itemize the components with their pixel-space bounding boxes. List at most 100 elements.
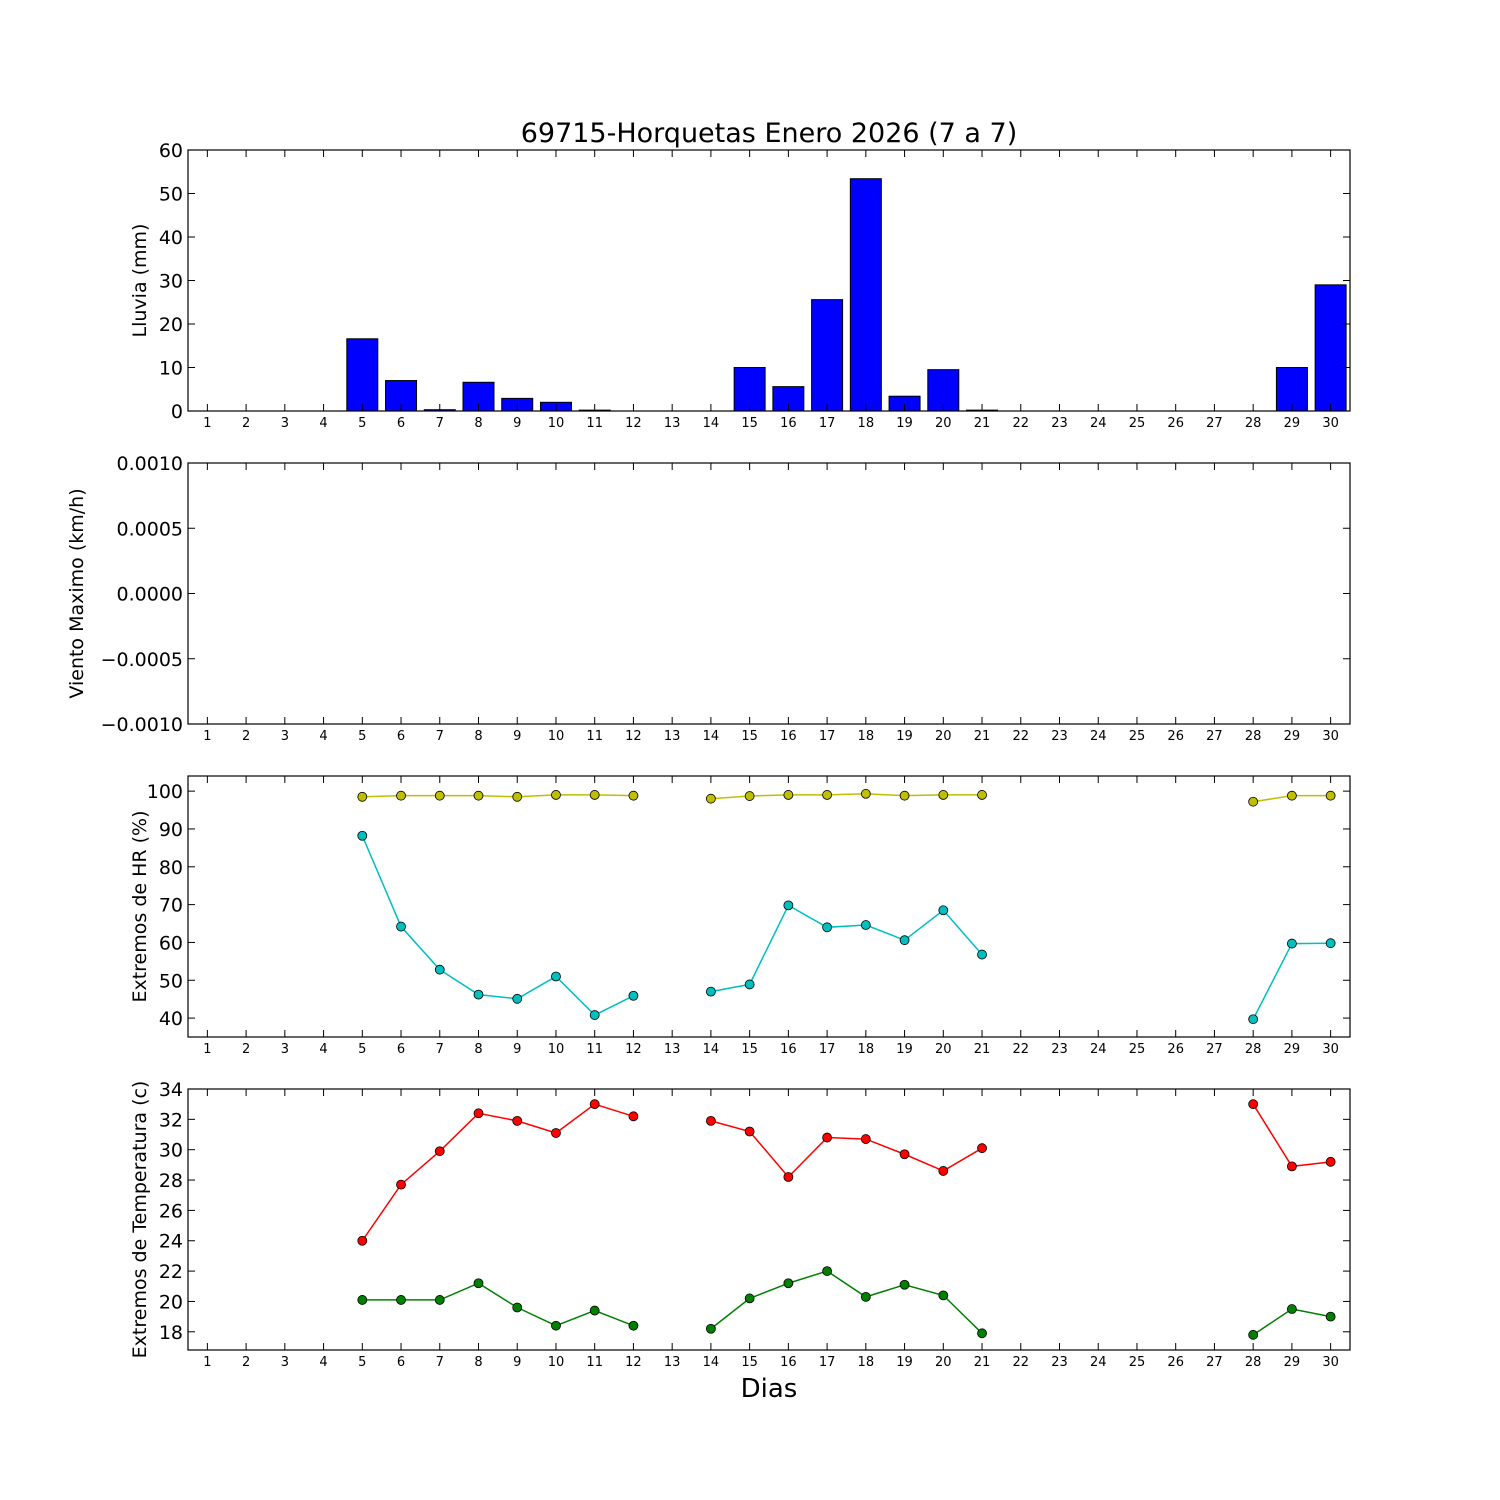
rain-bar-day-18 xyxy=(849,178,882,412)
wind-x-tick-label: 28 xyxy=(1245,729,1262,744)
temp-min-point-day-10 xyxy=(551,1320,561,1331)
wind-y-tick-label: 0.0005 xyxy=(117,518,183,540)
hr-max-point-day-30 xyxy=(1325,790,1336,801)
wind-x-tick-label: 11 xyxy=(586,729,603,744)
wind-y-tick-label: −0.0010 xyxy=(101,714,183,736)
rain-y-tick-label: 20 xyxy=(159,314,183,336)
humidity-x-tick-label: 15 xyxy=(741,1042,758,1057)
hr-min-point-day-9 xyxy=(512,993,523,1004)
humidity-x-tick-label: 4 xyxy=(319,1042,327,1057)
temperature-x-tick-label: 12 xyxy=(625,1355,642,1370)
rain-x-tick-label: 2 xyxy=(242,416,250,431)
humidity-y-tick-label: 90 xyxy=(159,819,183,841)
temperature-y-tick-label: 20 xyxy=(159,1291,183,1313)
humidity-x-tick-label: 7 xyxy=(436,1042,444,1057)
temp-min-point-day-6 xyxy=(396,1295,406,1305)
hr-min-point-day-21 xyxy=(977,949,987,960)
hr-min-point-day-15 xyxy=(744,979,755,990)
rain-x-tick-label: 15 xyxy=(741,416,758,431)
hr-max-point-day-12 xyxy=(628,790,639,801)
temp-min-line-segment-1 xyxy=(710,1270,983,1334)
temperature-x-tick-label: 18 xyxy=(858,1355,875,1370)
humidity-x-tick-label: 23 xyxy=(1051,1042,1068,1057)
temperature-y-tick-label: 18 xyxy=(159,1322,183,1344)
rain-y-tick-label: 60 xyxy=(159,140,183,162)
hr-min-point-day-17 xyxy=(822,922,832,933)
temperature-x-tick-label: 24 xyxy=(1090,1355,1107,1370)
humidity-y-tick-label: 60 xyxy=(159,932,183,954)
humidity-y-tick-label: 80 xyxy=(159,857,183,879)
rain-x-tick-label: 21 xyxy=(974,416,991,431)
temp-min-point-day-11 xyxy=(589,1305,600,1316)
temp-min-point-day-7 xyxy=(434,1295,445,1305)
temperature-x-tick-label: 19 xyxy=(896,1355,913,1370)
hr-min-point-day-7 xyxy=(434,964,445,975)
rain-x-tick-label: 10 xyxy=(548,416,565,431)
temperature-x-tick-label: 27 xyxy=(1206,1355,1223,1370)
wind-x-tick-label: 26 xyxy=(1167,729,1184,744)
hr-max-line-segment-0 xyxy=(362,794,634,798)
rain-bar-day-5 xyxy=(346,338,379,412)
wind-y-axis-label: Viento Maximo (km/h) xyxy=(66,488,88,698)
temperature-x-tick-label: 30 xyxy=(1322,1355,1339,1370)
wind-x-tick-label: 19 xyxy=(896,729,913,744)
rain-bar-day-29 xyxy=(1275,367,1308,412)
wind-x-tick-label: 1 xyxy=(203,729,211,744)
wind-x-tick-label: 6 xyxy=(397,729,405,744)
rain-y-axis-label: Lluvia (mm) xyxy=(129,224,151,338)
hr-max-point-day-21 xyxy=(977,790,987,800)
temp-min-point-day-14 xyxy=(706,1323,716,1334)
temperature-y-tick-label: 24 xyxy=(159,1231,183,1253)
temperature-x-tick-label: 13 xyxy=(664,1355,681,1370)
rain-x-tick-label: 29 xyxy=(1284,416,1301,431)
temperature-x-tick-label: 2 xyxy=(242,1355,250,1370)
temp-min-point-day-19 xyxy=(899,1279,910,1290)
temp-min-line-segment-0 xyxy=(362,1282,634,1327)
humidity-y-tick-label: 50 xyxy=(159,970,183,992)
wind-x-tick-label: 22 xyxy=(1012,729,1029,744)
temp-max-point-day-10 xyxy=(551,1128,561,1138)
humidity-x-tick-label: 12 xyxy=(625,1042,642,1057)
temperature-x-tick-label: 5 xyxy=(358,1355,366,1370)
humidity-x-tick-label: 20 xyxy=(935,1042,952,1057)
rain-x-tick-label: 30 xyxy=(1322,416,1339,431)
humidity-y-axis-label: Extremos de HR (%) xyxy=(129,810,151,1002)
temp-min-point-day-21 xyxy=(977,1328,987,1339)
rain-x-tick-label: 28 xyxy=(1245,416,1262,431)
temperature-x-tick-label: 17 xyxy=(819,1355,836,1370)
hr-max-point-day-15 xyxy=(744,791,755,801)
humidity-y-tick-label: 40 xyxy=(159,1008,183,1030)
wind-x-tick-label: 15 xyxy=(741,729,758,744)
humidity-y-tick-label: 70 xyxy=(159,895,183,917)
humidity-x-tick-label: 28 xyxy=(1245,1042,1262,1057)
temperature-y-tick-label: 34 xyxy=(159,1079,183,1101)
hr-min-point-day-28 xyxy=(1248,1014,1259,1025)
wind-x-tick-label: 2 xyxy=(242,729,250,744)
temp-max-point-day-8 xyxy=(473,1108,484,1119)
wind-x-tick-label: 8 xyxy=(474,729,482,744)
hr-min-point-day-10 xyxy=(551,971,561,982)
humidity-x-tick-label: 19 xyxy=(896,1042,913,1057)
rain-bar-day-17 xyxy=(811,299,844,412)
rain-x-tick-label: 11 xyxy=(586,416,603,431)
rain-x-tick-label: 16 xyxy=(780,416,797,431)
wind-y-tick-label: 0.0010 xyxy=(117,453,183,475)
rain-x-tick-label: 20 xyxy=(935,416,952,431)
hr-max-point-day-6 xyxy=(396,790,406,801)
wind-y-tick-label: −0.0005 xyxy=(101,649,183,671)
humidity-plot-frame xyxy=(187,775,1351,1038)
chart-title: 69715-Horquetas Enero 2026 (7 a 7) xyxy=(521,118,1018,149)
temp-min-point-day-12 xyxy=(628,1320,639,1331)
humidity-x-tick-label: 22 xyxy=(1012,1042,1029,1057)
humidity-x-tick-label: 18 xyxy=(858,1042,875,1057)
hr-min-point-day-20 xyxy=(938,905,949,916)
rain-y-tick-label: 10 xyxy=(159,358,183,380)
temperature-x-tick-label: 25 xyxy=(1129,1355,1146,1370)
humidity-x-tick-label: 25 xyxy=(1129,1042,1146,1057)
hr-max-point-day-10 xyxy=(551,790,561,800)
temp-min-point-day-5 xyxy=(357,1295,368,1305)
hr-min-point-day-14 xyxy=(706,986,716,997)
wind-x-tick-label: 29 xyxy=(1284,729,1301,744)
